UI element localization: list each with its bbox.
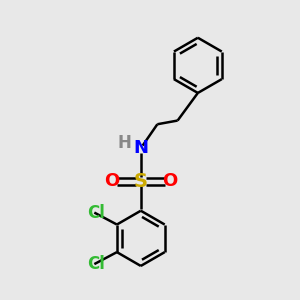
- Text: S: S: [134, 172, 148, 191]
- Text: O: O: [163, 172, 178, 190]
- Text: O: O: [104, 172, 119, 190]
- Text: N: N: [133, 139, 148, 157]
- Text: H: H: [117, 134, 131, 152]
- Text: Cl: Cl: [87, 255, 105, 273]
- Text: Cl: Cl: [87, 204, 105, 222]
